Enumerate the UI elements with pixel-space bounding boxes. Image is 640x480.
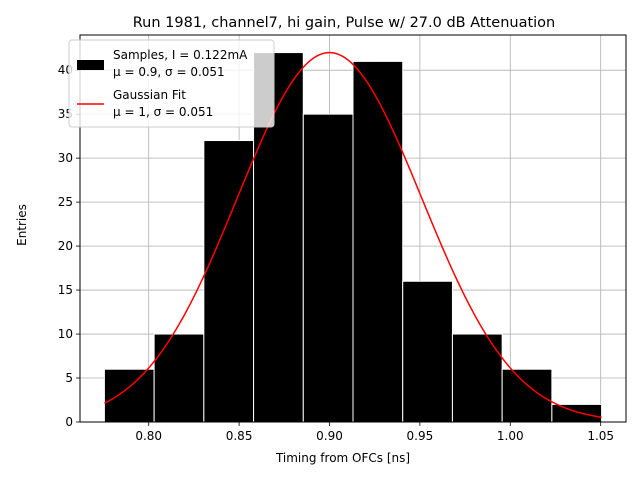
y-tick-label: 30 — [58, 151, 73, 165]
x-tick-label: 1.05 — [587, 429, 614, 443]
gaussian-fit-curve — [104, 51, 602, 418]
legend: Samples, I = 0.122mA μ = 0.9, σ = 0.051 … — [68, 39, 275, 128]
histogram-bar — [501, 368, 553, 423]
legend-samples-label: Samples, I = 0.122mA — [113, 48, 248, 62]
histogram-bar — [153, 333, 205, 423]
plot-frame — [79, 34, 627, 423]
x-tick-label: 0.80 — [135, 429, 162, 443]
histogram-bar — [402, 280, 453, 423]
histogram-bar — [352, 60, 404, 423]
x-tick-label: 0.90 — [316, 429, 343, 443]
histogram-bar — [551, 403, 603, 423]
x-tick-label: 0.95 — [407, 429, 434, 443]
y-axis-label: Entries — [15, 204, 29, 246]
y-tick-label: 15 — [58, 283, 73, 297]
histogram-bar — [451, 333, 503, 423]
y-tick-label: 25 — [58, 195, 73, 209]
histogram-bar — [203, 140, 255, 423]
chart-title: Run 1981, channel7, hi gain, Pulse w/ 27… — [133, 15, 556, 31]
x-tick-label: 1.00 — [497, 429, 524, 443]
y-tick-label: 5 — [65, 371, 73, 385]
histogram-bar — [103, 368, 155, 423]
x-axis-label: Timing from OFCs [ns] — [275, 451, 410, 465]
x-tick-label: 0.85 — [226, 429, 253, 443]
histogram-bar — [302, 113, 354, 423]
histogram-bars — [103, 52, 603, 423]
y-tick-label: 0 — [65, 415, 73, 429]
legend-fit-stats: μ = 1, σ = 0.051 — [113, 105, 213, 119]
legend-fit-label: Gaussian Fit — [113, 88, 186, 102]
legend-samples-stats: μ = 0.9, σ = 0.051 — [113, 65, 225, 79]
y-tick-label: 20 — [58, 239, 73, 253]
x-axis-ticks: 0.80 0.85 0.90 0.95 1.00 1.05 — [135, 422, 614, 443]
legend-samples-swatch — [77, 60, 104, 70]
legend-box — [68, 39, 275, 128]
y-tick-label: 10 — [58, 327, 73, 341]
